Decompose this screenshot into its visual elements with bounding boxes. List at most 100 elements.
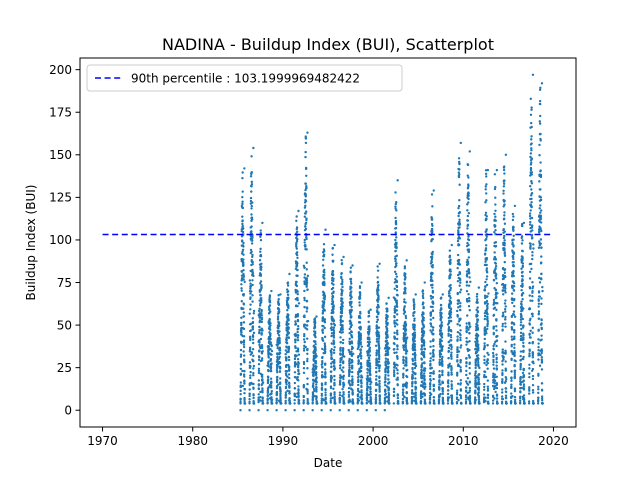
data-point <box>341 301 344 305</box>
data-point <box>242 350 245 353</box>
data-point <box>447 326 451 329</box>
data-point <box>530 197 533 201</box>
data-point <box>431 291 435 294</box>
data-point <box>288 272 291 276</box>
data-point <box>261 381 265 384</box>
data-point <box>494 241 498 244</box>
data-point <box>303 323 307 326</box>
data-point <box>396 378 399 381</box>
data-point <box>370 402 373 405</box>
data-point <box>422 341 426 344</box>
data-point <box>422 312 425 316</box>
data-point <box>530 267 533 271</box>
data-point <box>385 318 389 321</box>
data-point <box>284 391 288 394</box>
data-point <box>432 358 435 362</box>
data-point <box>456 346 459 349</box>
data-point <box>315 400 318 403</box>
data-point <box>431 309 435 313</box>
data-point <box>477 378 480 381</box>
data-point <box>241 195 244 199</box>
data-point <box>348 352 352 356</box>
data-point <box>467 284 471 287</box>
data-point <box>275 390 279 394</box>
data-point <box>422 319 425 322</box>
data-point <box>250 207 253 210</box>
data-point <box>347 395 351 398</box>
data-point <box>521 262 525 265</box>
data-point <box>468 150 472 153</box>
data-point <box>360 389 363 392</box>
data-point <box>495 168 499 172</box>
data-point <box>394 260 397 263</box>
data-point <box>521 317 525 321</box>
data-point <box>297 370 300 373</box>
data-point <box>257 398 260 401</box>
data-point <box>276 375 279 379</box>
data-point <box>477 372 481 376</box>
data-point <box>279 366 282 370</box>
data-point <box>296 358 300 361</box>
data-point <box>530 192 534 195</box>
data-point <box>494 196 497 199</box>
data-point <box>495 353 498 356</box>
data-point <box>531 251 534 254</box>
data-point <box>393 315 396 319</box>
data-point <box>330 326 333 329</box>
data-point <box>522 341 525 345</box>
data-point <box>396 376 399 379</box>
data-point <box>494 219 498 222</box>
data-point <box>466 214 470 218</box>
data-point <box>468 366 471 370</box>
data-point <box>457 306 460 309</box>
data-point <box>243 397 246 401</box>
data-point <box>388 381 391 384</box>
data-point <box>322 305 325 308</box>
data-point <box>260 316 264 320</box>
data-point <box>297 379 300 382</box>
data-point <box>520 327 523 331</box>
data-point <box>414 381 417 385</box>
data-point <box>503 260 506 264</box>
data-point <box>250 290 253 293</box>
data-point <box>522 338 525 341</box>
data-point <box>512 215 515 218</box>
data-point <box>303 273 307 276</box>
data-point <box>348 350 351 354</box>
data-point <box>503 234 506 238</box>
data-point <box>404 328 408 331</box>
data-point <box>249 285 253 288</box>
data-point <box>322 253 326 256</box>
data-point <box>493 230 496 234</box>
data-point <box>521 291 525 295</box>
data-point <box>483 358 486 362</box>
data-point <box>302 338 306 341</box>
data-point <box>368 346 372 349</box>
data-point <box>385 327 389 330</box>
data-point <box>386 315 389 319</box>
data-point <box>322 242 326 246</box>
data-point <box>349 280 353 283</box>
data-point <box>387 399 391 403</box>
data-point <box>297 327 300 331</box>
data-point <box>378 395 382 399</box>
data-point <box>311 395 315 399</box>
data-point <box>258 331 261 335</box>
data-point <box>486 387 490 391</box>
data-point <box>447 340 451 344</box>
data-point <box>483 311 487 315</box>
data-point <box>259 294 262 297</box>
data-point <box>287 304 290 308</box>
data-point <box>368 338 371 341</box>
data-point <box>242 327 246 331</box>
data-point <box>339 364 342 367</box>
data-point <box>331 246 335 250</box>
data-point <box>448 364 451 368</box>
data-point <box>348 398 351 401</box>
data-point <box>530 149 533 152</box>
data-point <box>297 389 300 392</box>
data-point <box>430 216 433 219</box>
data-point <box>360 394 363 398</box>
data-point <box>386 353 390 356</box>
data-point <box>239 381 243 384</box>
